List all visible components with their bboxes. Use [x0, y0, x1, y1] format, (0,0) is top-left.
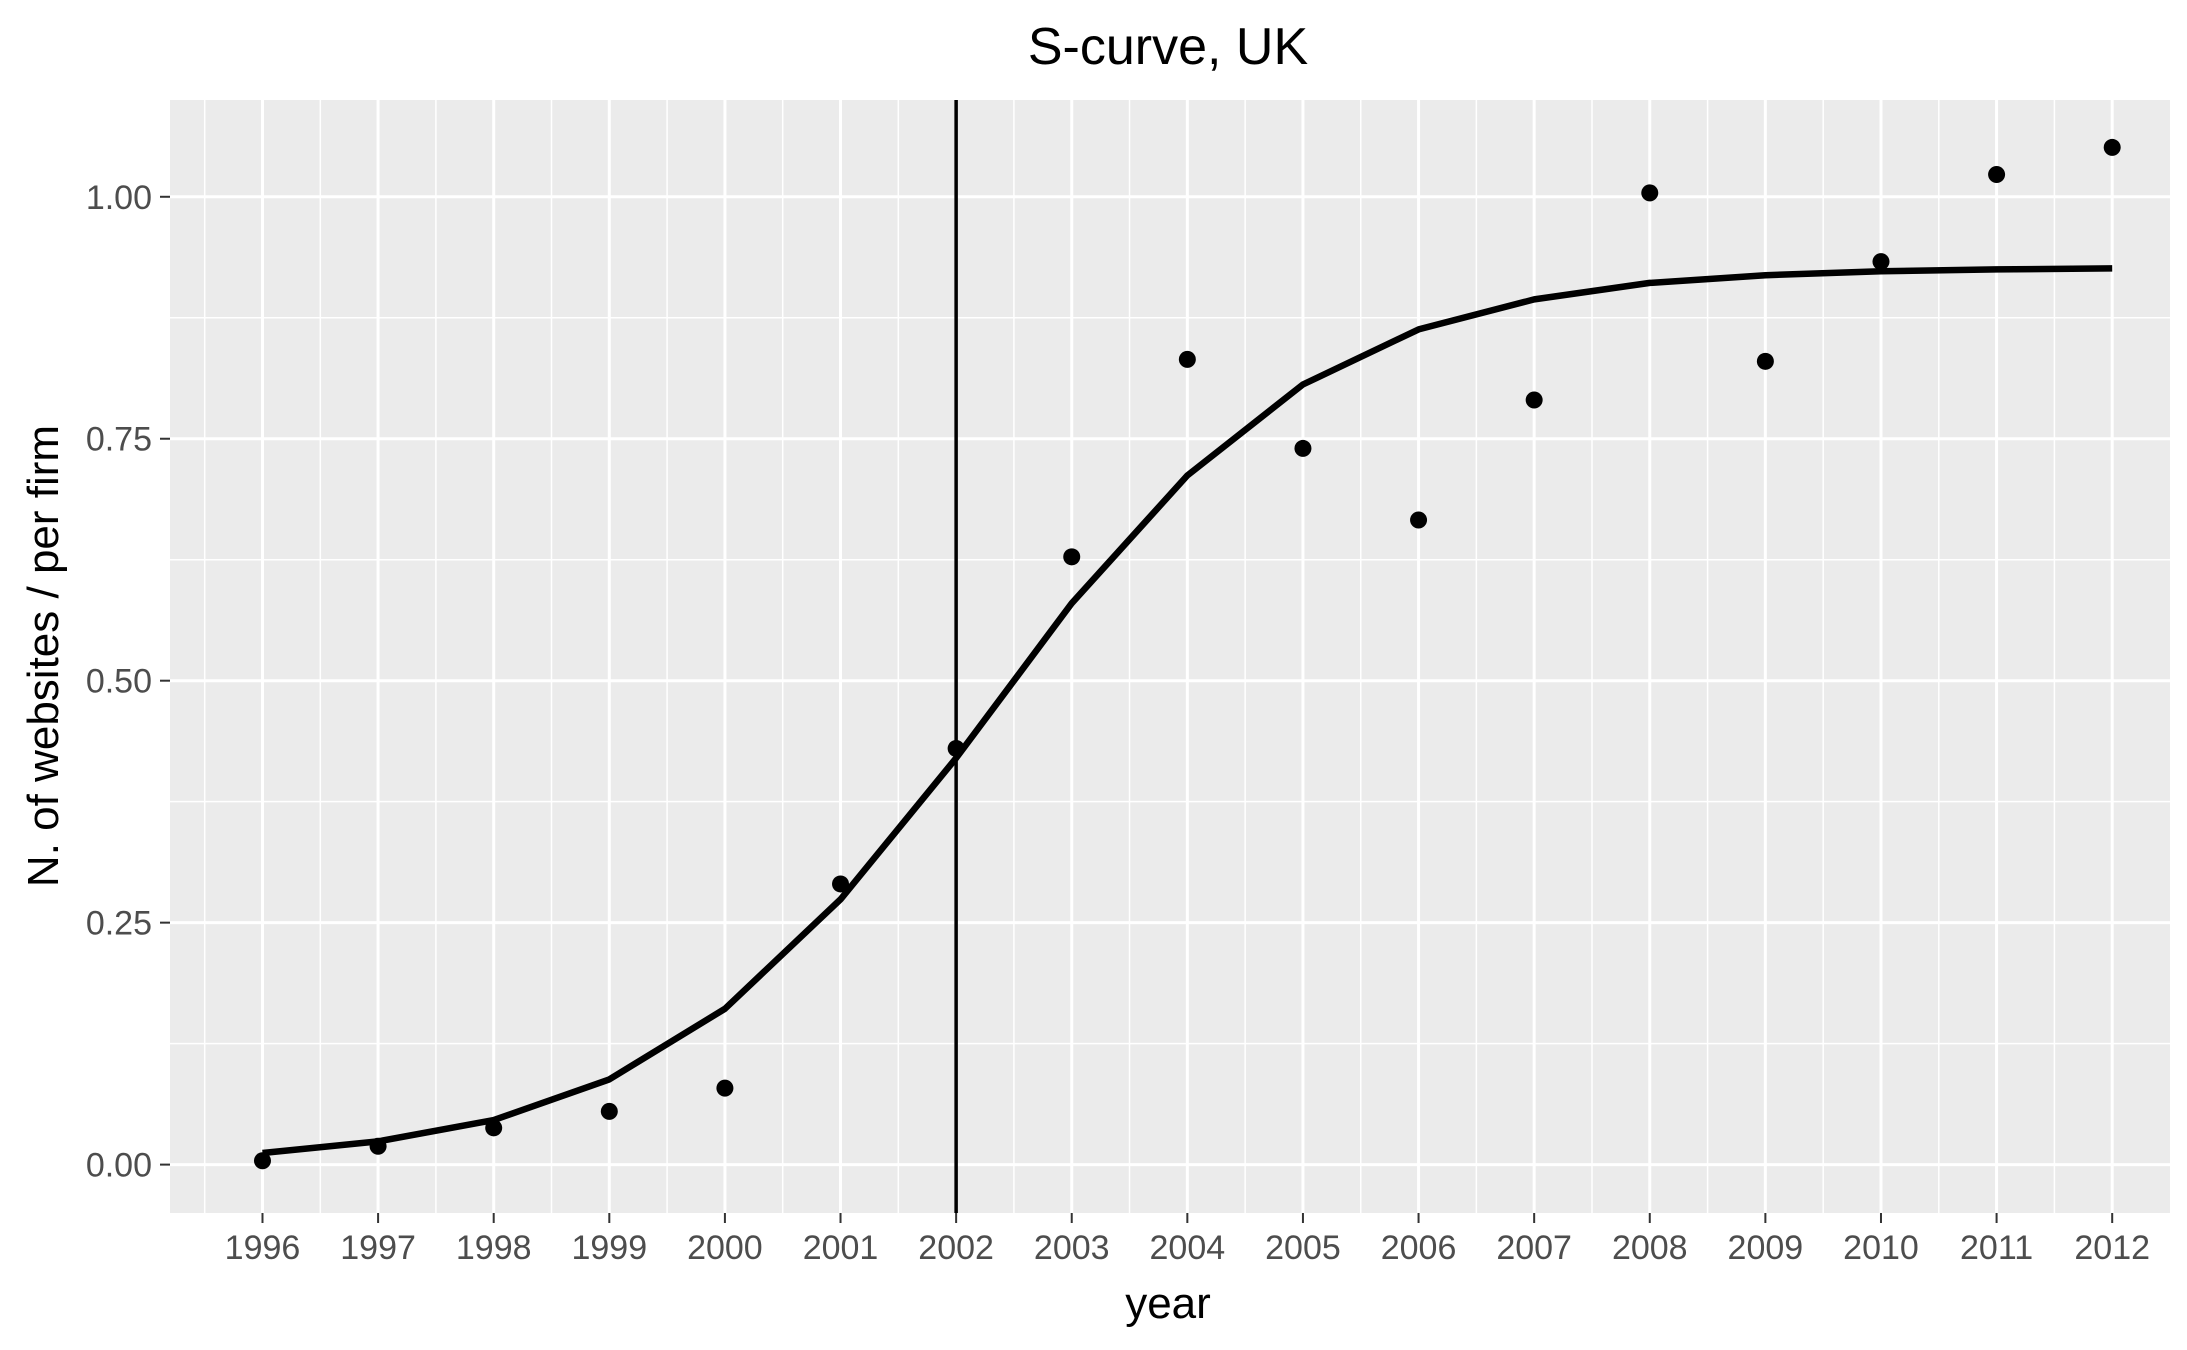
data-points — [253, 138, 2121, 1170]
data-point — [832, 875, 850, 893]
x-tick-label: 2011 — [1960, 1229, 2033, 1267]
data-point — [485, 1119, 503, 1137]
x-tick-label: 2012 — [2074, 1229, 2150, 1267]
data-point — [2103, 138, 2121, 156]
fit-line-series — [262, 265, 2113, 1157]
x-tick-label: 1997 — [340, 1229, 416, 1267]
fit-line — [262, 265, 2113, 1157]
data-point — [1178, 350, 1196, 368]
data-point — [253, 1152, 271, 1170]
data-point — [1525, 391, 1543, 409]
data-point — [947, 739, 965, 757]
x-tick-label: 1998 — [456, 1229, 532, 1267]
x-tick-label: 2008 — [1612, 1229, 1688, 1267]
x-tick-label: 1999 — [571, 1229, 647, 1267]
x-axis: 1996 1997 1998 1999 2000 2001 2002 2003 2004 2005… — [225, 1213, 2150, 1267]
x-tick-label: 2002 — [918, 1229, 994, 1267]
y-axis-title: N. of websites / per firm — [19, 425, 68, 887]
data-point — [716, 1079, 734, 1097]
x-tick-label: 2010 — [1843, 1229, 1919, 1267]
x-tick-label: 2000 — [687, 1229, 763, 1267]
data-point — [1294, 439, 1312, 457]
x-tick-label: 2001 — [803, 1229, 879, 1267]
chart-title: S-curve, UK — [1028, 18, 1309, 76]
data-point — [1641, 184, 1659, 202]
plot-panel — [170, 100, 2170, 1213]
x-axis-title: year — [1125, 1279, 1211, 1328]
data-point — [1872, 253, 1890, 271]
data-point — [600, 1102, 618, 1120]
data-point — [1063, 548, 1081, 566]
x-tick-label: 1996 — [225, 1229, 301, 1267]
x-tick-label: 2006 — [1381, 1229, 1457, 1267]
x-tick-label: 2007 — [1496, 1229, 1572, 1267]
x-tick-label: 2004 — [1150, 1229, 1226, 1267]
y-tick-label: 0.00 — [86, 1147, 152, 1185]
y-axis: 0.00 0.25 0.50 0.75 1.00 — [86, 179, 170, 1185]
data-point — [1988, 166, 2006, 184]
data-point — [1410, 511, 1428, 529]
y-tick-label: 0.75 — [86, 421, 152, 459]
y-tick-label: 1.00 — [86, 179, 152, 217]
grid-lines — [170, 100, 2170, 1213]
y-tick-label: 0.25 — [86, 905, 152, 943]
data-point — [369, 1137, 387, 1155]
x-tick-label: 2009 — [1728, 1229, 1804, 1267]
y-tick-label: 0.50 — [86, 663, 152, 701]
x-tick-label: 2005 — [1265, 1229, 1341, 1267]
x-tick-label: 2003 — [1034, 1229, 1110, 1267]
data-point — [1756, 352, 1774, 370]
